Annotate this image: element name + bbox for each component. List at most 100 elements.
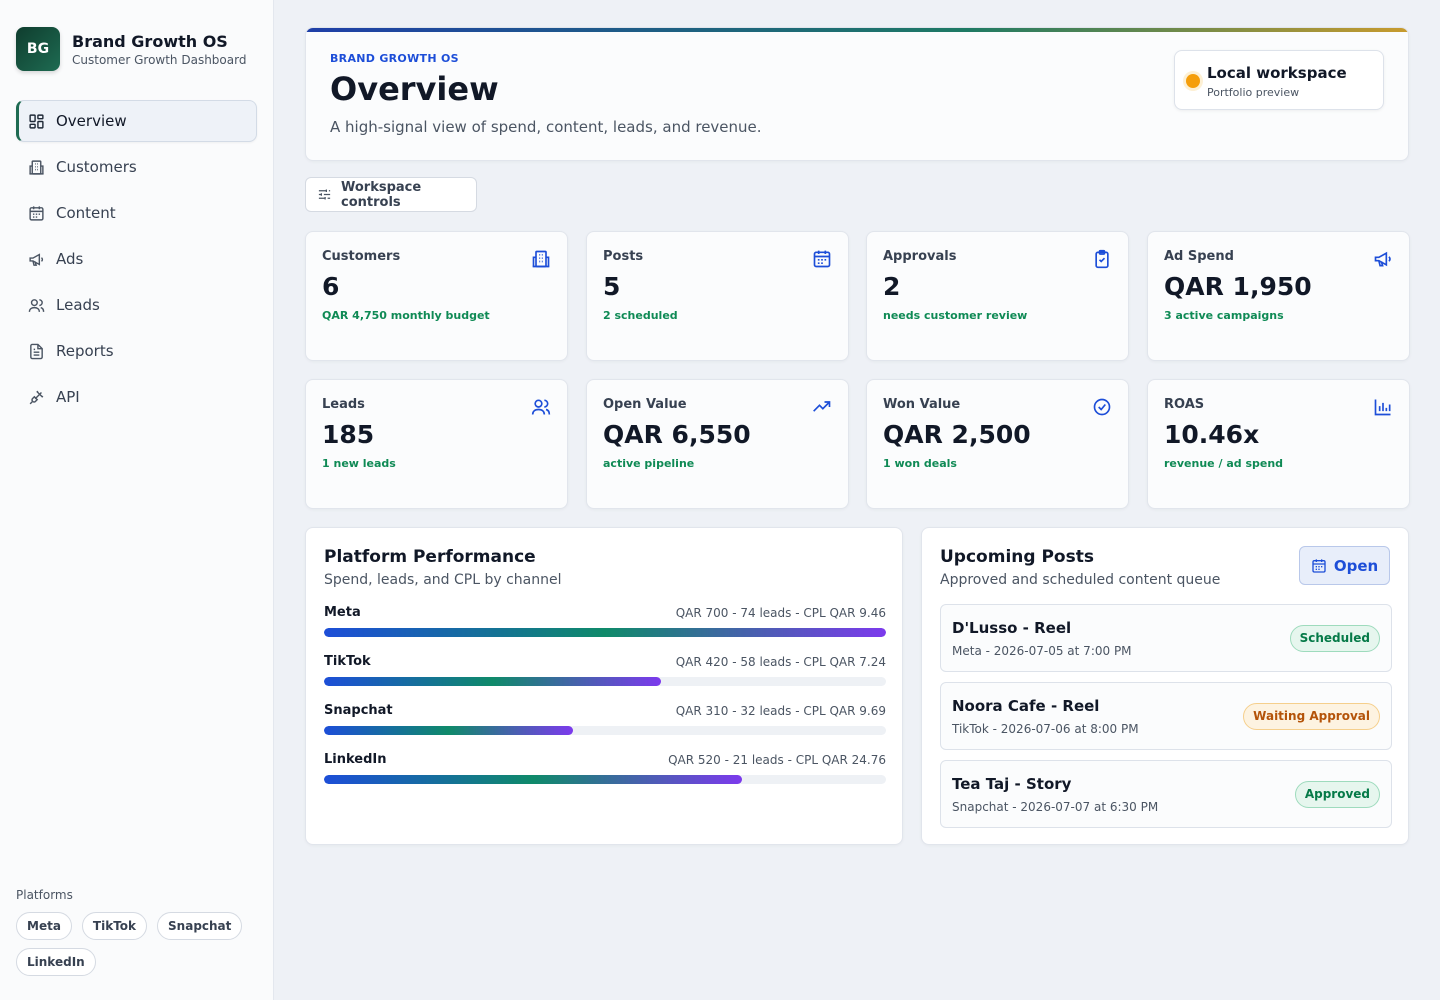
panel-title: Platform Performance	[324, 547, 536, 567]
sidebar-item-leads[interactable]: Leads	[16, 284, 257, 326]
status-dot-icon	[1186, 74, 1200, 88]
post-item[interactable]: Tea Taj - Story Snapchat - 2026-07-07 at…	[940, 760, 1392, 828]
platform-row-linkedin: LinkedIn QAR 520 - 21 leads - CPL QAR 24…	[324, 752, 886, 792]
users-icon	[531, 397, 551, 417]
sidebar-item-label: Leads	[56, 296, 100, 314]
kpi-note: revenue / ad spend	[1164, 457, 1284, 470]
header-kicker: BRAND GROWTH OS	[330, 52, 459, 65]
progress-fill	[324, 726, 573, 735]
megaphone-icon	[27, 250, 45, 268]
sidebar-item-label: Content	[56, 204, 116, 222]
platform-performance-panel: Platform Performance Spend, leads, and C…	[305, 527, 903, 845]
sidebar-item-content[interactable]: Content	[16, 192, 257, 234]
kpi-label: ROAS	[1164, 397, 1205, 412]
sidebar: BG Brand Growth OS Customer Growth Dashb…	[0, 0, 274, 1000]
kpi-label: Open Value	[603, 397, 687, 412]
post-meta: Snapchat - 2026-07-07 at 6:30 PM	[952, 800, 1159, 814]
kpi-note: 1 won deals	[883, 457, 957, 470]
kpi-label: Won Value	[883, 397, 961, 412]
progress-track	[324, 775, 886, 784]
kpi-card-customers[interactable]: Customers 6 QAR 4,750 monthly budget	[305, 231, 568, 361]
overview-header: BRAND GROWTH OS Overview A high-signal v…	[305, 27, 1409, 161]
progress-fill	[324, 628, 886, 637]
platform-chip-tiktok: TikTok	[81, 912, 148, 940]
kpi-value: QAR 6,550	[603, 420, 751, 449]
sidebar-item-reports[interactable]: Reports	[16, 330, 257, 372]
page-description: A high-signal view of spend, content, le…	[330, 118, 762, 136]
platform-chip-linkedin: LinkedIn	[16, 948, 96, 976]
kpi-label: Ad Spend	[1164, 249, 1234, 264]
kpi-note: 1 new leads	[322, 457, 396, 470]
kpi-card-won-value[interactable]: Won Value QAR 2,500 1 won deals	[866, 379, 1129, 509]
post-item[interactable]: Noora Cafe - Reel TikTok - 2026-07-06 at…	[940, 682, 1392, 750]
kpi-note: active pipeline	[603, 457, 695, 470]
platforms-section: Platforms Meta TikTok Snapchat LinkedIn	[16, 888, 256, 976]
kpi-note: 3 active campaigns	[1164, 309, 1284, 322]
calendar-icon	[1311, 558, 1327, 574]
check-circle-icon	[1092, 397, 1112, 417]
progress-fill	[324, 775, 742, 784]
sliders-icon	[317, 186, 332, 204]
platforms-title: Platforms	[16, 888, 73, 902]
users-icon	[27, 296, 45, 314]
kpi-label: Leads	[322, 397, 365, 412]
workspace-controls-label: Workspace controls	[341, 179, 422, 210]
brand-logo: BG	[16, 27, 60, 71]
panel-subtitle: Spend, leads, and CPL by channel	[324, 572, 562, 588]
progress-track	[324, 677, 886, 686]
sidebar-item-label: Customers	[56, 158, 137, 176]
kpi-card-ad-spend[interactable]: Ad Spend QAR 1,950 3 active campaigns	[1147, 231, 1410, 361]
kpi-card-posts[interactable]: Posts 5 2 scheduled	[586, 231, 849, 361]
sidebar-item-label: Reports	[56, 342, 114, 360]
megaphone-icon	[1373, 249, 1393, 269]
kpi-note: 2 scheduled	[603, 309, 678, 322]
progress-fill	[324, 677, 662, 686]
platform-row-tiktok: TikTok QAR 420 - 58 leads - CPL QAR 7.24	[324, 654, 886, 694]
post-meta: Meta - 2026-07-05 at 7:00 PM	[952, 644, 1132, 658]
workspace-controls-button[interactable]: Workspace controls	[305, 177, 477, 212]
sidebar-item-ads[interactable]: Ads	[16, 238, 257, 280]
sidebar-item-overview[interactable]: Overview	[16, 100, 257, 142]
kpi-value: QAR 2,500	[883, 420, 1031, 449]
kpi-value: 5	[603, 272, 621, 301]
open-button[interactable]: Open	[1299, 546, 1390, 585]
platform-chip-snapchat: Snapchat	[157, 912, 243, 940]
sidebar-item-label: Ads	[56, 250, 84, 268]
grid-icon	[27, 112, 45, 130]
post-item[interactable]: D'Lusso - Reel Meta - 2026-07-05 at 7:00…	[940, 604, 1392, 672]
kpi-card-open-value[interactable]: Open Value QAR 6,550 active pipeline	[586, 379, 849, 509]
workspace-title: Local workspace	[1207, 64, 1347, 82]
kpi-card-approvals[interactable]: Approvals 2 needs customer review	[866, 231, 1129, 361]
progress-track	[324, 726, 886, 735]
kpi-card-roas[interactable]: ROAS 10.46x revenue / ad spend	[1147, 379, 1410, 509]
upcoming-posts-panel: Upcoming Posts Approved and scheduled co…	[921, 527, 1409, 845]
post-title: Noora Cafe - Reel	[952, 697, 1100, 715]
sidebar-item-label: Overview	[56, 112, 127, 130]
platform-stats: QAR 700 - 74 leads - CPL QAR 9.46	[675, 606, 886, 620]
platform-stats: QAR 310 - 32 leads - CPL QAR 9.69	[675, 704, 886, 718]
platform-stats: QAR 520 - 21 leads - CPL QAR 24.76	[668, 753, 886, 767]
platform-name: TikTok	[324, 654, 371, 669]
platform-name: LinkedIn	[324, 752, 387, 767]
building-icon	[531, 249, 551, 269]
brand-subtitle: Customer Growth Dashboard	[72, 52, 247, 67]
clipboard-check-icon	[1092, 249, 1112, 269]
workspace-card[interactable]: Local workspace Portfolio preview	[1174, 50, 1384, 110]
kpi-label: Customers	[322, 249, 401, 264]
brand[interactable]: BG Brand Growth OS Customer Growth Dashb…	[16, 27, 246, 71]
trend-up-icon	[812, 397, 832, 417]
platform-row-meta: Meta QAR 700 - 74 leads - CPL QAR 9.46	[324, 605, 886, 645]
platform-row-snapchat: Snapchat QAR 310 - 32 leads - CPL QAR 9.…	[324, 703, 886, 743]
kpi-value: QAR 1,950	[1164, 272, 1312, 301]
brand-name: Brand Growth OS	[72, 31, 228, 51]
kpi-note: needs customer review	[883, 309, 1028, 322]
platform-chip-meta: Meta	[16, 912, 72, 940]
calendar-icon	[812, 249, 832, 269]
platform-name: Meta	[324, 605, 361, 620]
sidebar-item-api[interactable]: API	[16, 376, 257, 418]
kpi-value: 2	[883, 272, 901, 301]
panel-title: Upcoming Posts	[940, 547, 1094, 567]
status-badge: Waiting Approval	[1243, 703, 1380, 730]
kpi-card-leads[interactable]: Leads 185 1 new leads	[305, 379, 568, 509]
sidebar-item-customers[interactable]: Customers	[16, 146, 257, 188]
